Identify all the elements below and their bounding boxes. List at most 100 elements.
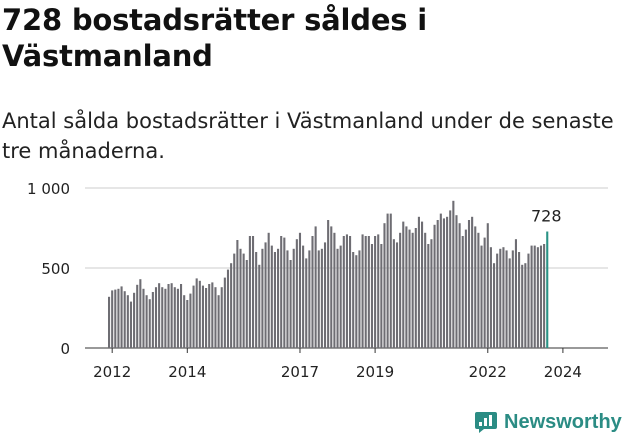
bar [179, 284, 183, 348]
bar [339, 245, 342, 348]
page-title: 728 bostadsrätter såldes i Västmanland [2, 3, 427, 73]
bar [273, 252, 276, 348]
bar [323, 242, 327, 348]
bar [461, 236, 464, 348]
x-tick-label: 2019 [356, 363, 394, 381]
bar [170, 283, 173, 348]
x-tick-label: 2014 [168, 363, 206, 381]
bar [114, 289, 117, 348]
bar [458, 223, 461, 348]
bar [352, 252, 355, 348]
bar [314, 226, 317, 348]
bar [305, 258, 308, 348]
bar [295, 239, 298, 348]
bar [499, 248, 502, 348]
bar [330, 226, 333, 348]
bar [117, 288, 120, 348]
bar [405, 226, 408, 348]
bar [133, 292, 136, 348]
bar [386, 213, 389, 348]
bar [264, 242, 267, 348]
bar [402, 221, 405, 348]
bar [161, 287, 164, 348]
bar [230, 263, 233, 348]
bar [248, 236, 251, 348]
bar [154, 287, 158, 348]
bar [370, 244, 374, 348]
bar [148, 299, 151, 348]
bar [436, 220, 439, 348]
bar [518, 252, 521, 348]
bar [201, 285, 204, 348]
bar [439, 213, 442, 348]
bar [327, 220, 330, 348]
bar [514, 239, 517, 348]
bar [414, 228, 417, 348]
bar [251, 236, 255, 348]
bar [543, 244, 546, 348]
bar [226, 269, 230, 348]
bar [167, 284, 170, 348]
bar [173, 287, 176, 348]
bar [286, 250, 289, 348]
bar [214, 287, 217, 348]
highlighted-bar [546, 231, 549, 348]
bar [186, 300, 189, 348]
bar [145, 295, 148, 348]
bar [220, 287, 223, 348]
bar [511, 250, 514, 348]
bar [151, 292, 154, 348]
bar [449, 210, 452, 348]
bar [480, 245, 483, 348]
bar [452, 200, 455, 348]
bar [483, 237, 486, 348]
bar [267, 232, 270, 348]
bar [496, 253, 499, 348]
bar [183, 295, 186, 348]
bar [477, 232, 480, 348]
bar [471, 216, 474, 348]
bar [383, 223, 386, 348]
bar [236, 240, 239, 348]
bar [395, 242, 399, 348]
bar [377, 234, 380, 348]
bar [277, 248, 280, 348]
bar [111, 290, 114, 348]
bar [536, 247, 539, 348]
brand-name: Newsworthy [504, 410, 622, 433]
brand-logo: Newsworthy [474, 407, 622, 437]
bar [505, 250, 508, 348]
bar [367, 236, 370, 348]
bar [527, 253, 530, 348]
bar [361, 234, 364, 348]
bar [258, 264, 261, 348]
bar [521, 264, 524, 348]
bar [530, 245, 533, 348]
y-tick-label: 500 [41, 260, 70, 278]
bar [408, 229, 411, 348]
bar [195, 278, 198, 348]
bar [455, 215, 458, 348]
bar [374, 236, 377, 348]
bar [205, 288, 208, 348]
bar [142, 288, 145, 348]
bar [380, 244, 383, 348]
bar [417, 216, 420, 348]
bar [364, 236, 367, 348]
bar [424, 232, 427, 348]
bar [242, 253, 245, 348]
bar [467, 220, 471, 348]
x-tick-label: 2017 [281, 363, 319, 381]
bar [392, 239, 395, 348]
bar [298, 232, 302, 348]
bar [239, 248, 242, 348]
bar [349, 236, 352, 348]
bar [120, 286, 123, 348]
bar [492, 263, 496, 348]
bar [442, 218, 446, 348]
bar [126, 295, 129, 348]
bar [421, 221, 424, 348]
bar [502, 247, 505, 348]
x-tick-label: 2022 [469, 363, 507, 381]
bar [189, 293, 192, 348]
